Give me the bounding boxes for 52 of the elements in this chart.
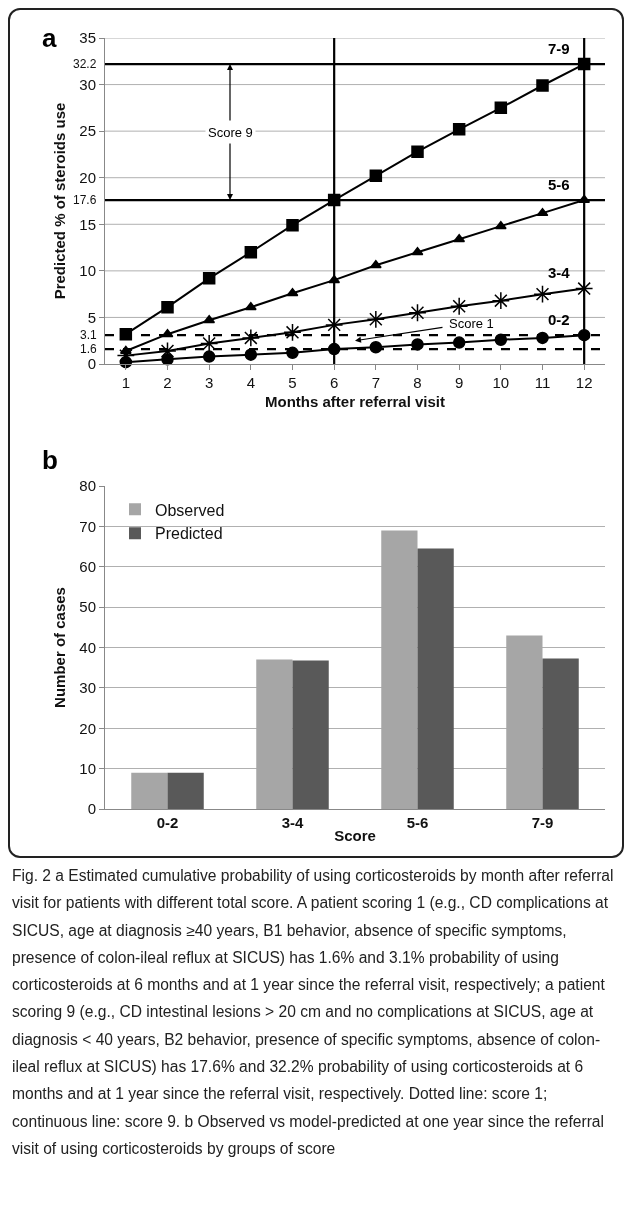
x-tick-label: 0-2 bbox=[156, 814, 179, 831]
y-tick-label: 10 bbox=[79, 759, 96, 777]
y-axis-title: Number of cases bbox=[51, 587, 68, 708]
text: b bbox=[42, 445, 58, 475]
series-label: 0-2 bbox=[548, 311, 570, 328]
y-tick-label: 50 bbox=[79, 598, 96, 616]
y-tick-label: 0 bbox=[87, 355, 96, 373]
series-label: 5-6 bbox=[548, 176, 570, 193]
annotation: Score 9 bbox=[208, 125, 253, 140]
y-tick-label: 40 bbox=[79, 638, 96, 656]
y-tick-label: 5 bbox=[87, 308, 96, 326]
x-tick-label: 10 bbox=[492, 374, 510, 391]
y-tick-label: 20 bbox=[79, 168, 96, 186]
text: a bbox=[42, 23, 57, 53]
y-tick-label: 70 bbox=[79, 517, 96, 535]
y-tick-label: 35 bbox=[79, 29, 96, 47]
ref-line-label: 17.6 bbox=[73, 193, 97, 207]
y-tick-label: 80 bbox=[79, 477, 96, 495]
x-tick-label: 7 bbox=[371, 374, 380, 391]
x-tick-label: 7-9 bbox=[531, 814, 554, 831]
ref-line-label: 1.6 bbox=[80, 342, 98, 356]
y-tick-label: 15 bbox=[79, 215, 96, 233]
y-tick-label: 0 bbox=[87, 800, 96, 818]
legend-label: Predicted bbox=[155, 525, 223, 543]
x-tick-label: 3 bbox=[205, 374, 214, 391]
y-tick-label: 30 bbox=[79, 679, 96, 697]
x-tick-label: 5-6 bbox=[406, 814, 429, 831]
x-tick-label: 9 bbox=[455, 374, 464, 391]
x-tick-label: 3-4 bbox=[281, 814, 304, 831]
y-tick-label: 60 bbox=[79, 558, 96, 575]
series-label: 7-9 bbox=[548, 40, 570, 57]
x-tick-label: 8 bbox=[413, 374, 422, 391]
ref-line-label: 32.2 bbox=[73, 57, 97, 71]
x-tick-label: 4 bbox=[246, 374, 255, 391]
x-axis-title: Score bbox=[334, 827, 376, 844]
x-tick-label: 5 bbox=[288, 374, 297, 391]
x-tick-label: 6 bbox=[330, 374, 339, 391]
x-axis-title: Months after referral visit bbox=[264, 393, 446, 410]
annotation: Score 1 bbox=[449, 316, 494, 331]
y-tick-label: 25 bbox=[79, 122, 96, 140]
y-tick-label: 10 bbox=[79, 262, 96, 280]
x-tick-label: 12 bbox=[575, 374, 593, 391]
series-label: 3-4 bbox=[548, 264, 571, 281]
x-tick-label: 1 bbox=[121, 374, 130, 391]
legend-label: Observed bbox=[155, 501, 225, 519]
ref-line-label: 3.1 bbox=[80, 328, 98, 342]
y-axis-title: Predicted % of steroids use bbox=[51, 102, 68, 300]
y-tick-label: 30 bbox=[79, 75, 96, 93]
x-tick-label: 2 bbox=[163, 374, 172, 391]
y-tick-label: 20 bbox=[79, 719, 96, 737]
x-tick-label: 11 bbox=[534, 374, 551, 391]
text: Fig. 2 a Estimated cumulative probability of using corticosteroids by month after referral visit for patients with different total score. A patient scoring 1 (e.g., CD complications at SICUS, age at diagnosis ≥40 years, B1 behavior, absence of specific symptoms, presence of colon-ileal reflux at SICUS) has 1.6% and 3.1% probability of using corticosteroids at 6 months and at 1 year since the referral visit, respectively; a patient scoring 9 (e.g., CD intestinal lesions > 20 cm and no complications at SICUS, age at diagnosis < 40 years, B2 behavior, presence of specific symptoms, absence of colon-ileal reflux at SICUS) has 17.6% and 32.2% probability of using corticosteroids at 6 months and at 1 year since the referral visit, respectively. Dotted line: score 1; continuous line: score 9. b Observed vs model-predicted at one year since the referral visit of using corticosteroids by groups of score bbox=[12, 867, 614, 1157]
